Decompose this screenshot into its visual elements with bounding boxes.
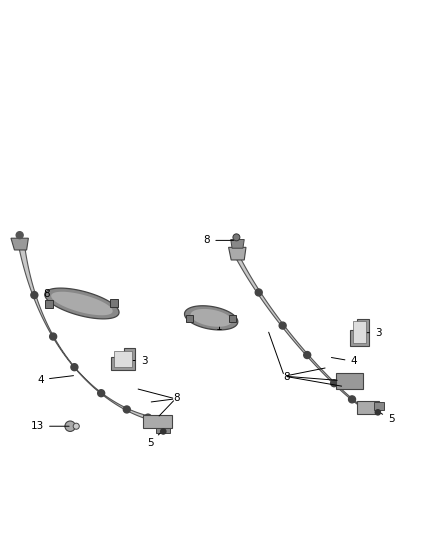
Polygon shape	[233, 253, 366, 409]
Polygon shape	[229, 315, 236, 322]
Polygon shape	[229, 247, 246, 260]
Polygon shape	[350, 319, 369, 346]
Circle shape	[279, 322, 286, 329]
Circle shape	[161, 429, 166, 434]
Polygon shape	[191, 309, 232, 327]
Circle shape	[331, 379, 338, 386]
Text: 13: 13	[31, 421, 69, 431]
Text: 4: 4	[37, 375, 74, 385]
Text: 1: 1	[209, 318, 222, 332]
Text: 8: 8	[43, 289, 69, 301]
Polygon shape	[11, 238, 28, 250]
Polygon shape	[45, 301, 53, 308]
Polygon shape	[374, 402, 384, 410]
Circle shape	[16, 232, 23, 239]
Circle shape	[349, 396, 356, 403]
Polygon shape	[336, 373, 364, 389]
Polygon shape	[114, 351, 132, 367]
Circle shape	[73, 423, 79, 429]
Circle shape	[145, 414, 152, 421]
Text: 8: 8	[173, 393, 180, 403]
Polygon shape	[19, 241, 169, 423]
Text: 3: 3	[131, 356, 147, 366]
Polygon shape	[186, 315, 193, 322]
Circle shape	[98, 390, 105, 397]
Polygon shape	[143, 415, 172, 429]
Circle shape	[31, 292, 38, 298]
Circle shape	[49, 333, 57, 340]
Polygon shape	[51, 292, 113, 315]
Circle shape	[304, 352, 311, 359]
Text: 5: 5	[147, 433, 160, 448]
Text: 2: 2	[86, 305, 103, 317]
Text: 3: 3	[364, 328, 381, 337]
Circle shape	[375, 410, 381, 415]
Polygon shape	[111, 349, 135, 370]
Polygon shape	[45, 288, 119, 319]
Circle shape	[71, 364, 78, 370]
Polygon shape	[353, 321, 366, 343]
Text: 8: 8	[204, 236, 233, 245]
Circle shape	[65, 421, 75, 431]
Circle shape	[124, 406, 130, 413]
Polygon shape	[184, 306, 238, 330]
Polygon shape	[357, 400, 379, 414]
Text: 8: 8	[283, 372, 290, 382]
Polygon shape	[231, 239, 244, 248]
Polygon shape	[110, 299, 118, 306]
Circle shape	[233, 234, 240, 241]
Text: 4: 4	[332, 357, 357, 366]
Text: 5: 5	[379, 413, 395, 424]
Circle shape	[255, 289, 262, 296]
Polygon shape	[156, 427, 170, 433]
